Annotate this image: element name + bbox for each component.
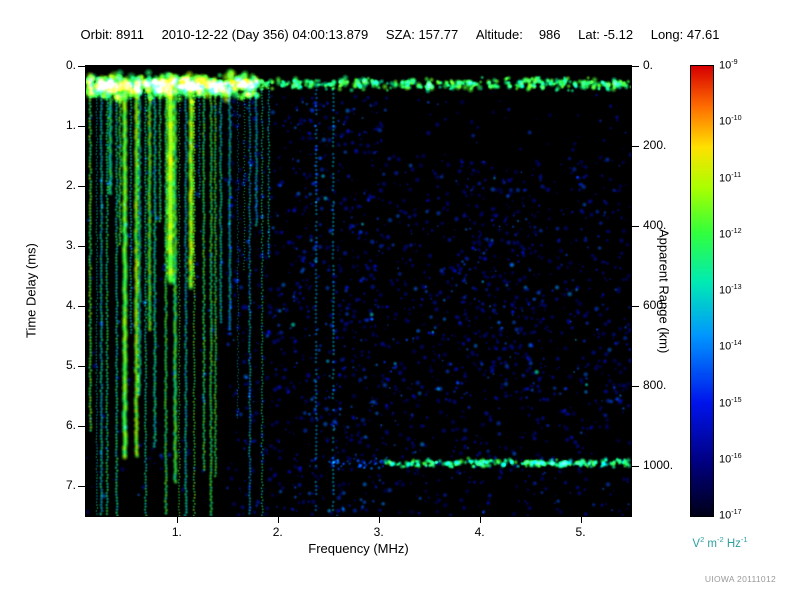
colorbar-tick-label: 10-17 <box>719 508 742 522</box>
y-tick-mark <box>78 246 85 247</box>
long-value: 47.61 <box>686 27 720 42</box>
range-tick-label: 400. <box>643 218 667 232</box>
y-tick-mark <box>78 306 85 307</box>
x-tick-label: 4. <box>474 525 485 539</box>
colorbar-canvas <box>691 66 713 516</box>
long-label: Long: <box>650 27 684 42</box>
x-axis-label: Frequency (MHz) <box>308 541 409 556</box>
colorbar-tick-label: 10-12 <box>719 226 742 241</box>
spectrogram-canvas <box>86 66 631 516</box>
colorbar <box>690 65 714 517</box>
colorbar-tick-label: 10-10 <box>719 114 742 128</box>
header-long-group: Long: 47.61 <box>651 27 720 42</box>
colorbar-tick-label: 10-14 <box>719 339 742 353</box>
range-tick-mark <box>632 466 639 467</box>
header-lat-group: Lat: -5.12 <box>578 27 633 42</box>
colorbar-tick-label: 10-16 <box>719 451 742 466</box>
y-tick-mark <box>78 366 85 367</box>
range-tick-mark <box>632 146 639 147</box>
y-tick-label: 2. <box>65 178 76 192</box>
range-tick-mark <box>632 66 639 67</box>
sza-label: SZA: <box>385 27 415 42</box>
lat-value: -5.12 <box>603 27 634 42</box>
sza-value: 157.77 <box>418 27 459 42</box>
range-tick-label: 1000. <box>643 458 674 472</box>
header-orbit-group: Orbit: 8911 <box>81 27 144 42</box>
range-tick-mark <box>632 386 639 387</box>
colorbar-tick-label: 10-11 <box>719 170 742 185</box>
y-tick-label: 7. <box>65 478 76 492</box>
y-tick-mark <box>78 126 85 127</box>
header-datetime: 2010-12-22 (Day 356) 04:00:13.879 <box>161 27 369 42</box>
credit-text: UIOWA 20111012 <box>704 574 776 584</box>
right-axis-label: Apparent Range (km) <box>656 228 672 354</box>
y-tick-label: 6. <box>65 418 76 432</box>
y-tick-label: 5. <box>65 358 76 372</box>
orbit-value: 8911 <box>115 27 144 42</box>
range-tick-mark <box>632 306 639 307</box>
colorbar-tick-label: 10-13 <box>719 283 742 297</box>
y-tick-label: 1. <box>65 118 76 132</box>
y-tick-label: 0. <box>65 58 76 72</box>
x-tick-label: 3. <box>373 525 384 539</box>
x-tick-mark <box>479 517 481 523</box>
spectrogram-plot <box>85 65 632 517</box>
y-tick-mark <box>78 66 85 67</box>
x-tick-mark <box>580 517 582 523</box>
x-tick-label: 2. <box>272 525 283 539</box>
range-tick-label: 800. <box>643 378 667 392</box>
altitude-label: Altitude: <box>475 27 523 42</box>
x-tick-label: 5. <box>575 525 586 539</box>
x-tick-mark <box>378 517 380 523</box>
range-tick-label: 0. <box>643 58 654 72</box>
range-tick-label: 200. <box>643 138 667 152</box>
x-tick-mark <box>176 517 178 523</box>
lat-label: Lat: <box>578 27 600 42</box>
altitude-value: 986 <box>538 27 561 42</box>
colorbar-tick-label: 10-15 <box>719 395 742 410</box>
y-tick-label: 4. <box>65 298 76 312</box>
x-tick-mark <box>277 517 279 523</box>
header-altitude-group: Altitude: 986 <box>476 27 561 42</box>
y-axis-label: Time Delay (ms) <box>23 243 39 339</box>
header-sza-group: SZA: 157.77 <box>386 27 458 42</box>
y-tick-mark <box>78 426 85 427</box>
colorbar-tick-label: 10-9 <box>719 58 738 72</box>
orbit-label: Orbit: <box>80 27 113 42</box>
x-tick-label: 1. <box>171 525 182 539</box>
colorbar-unit-label: V2 m-2 Hz-1 <box>692 535 748 550</box>
y-tick-mark <box>78 186 85 187</box>
range-tick-mark <box>632 226 639 227</box>
y-tick-mark <box>78 486 85 487</box>
y-tick-label: 3. <box>65 238 76 252</box>
header-info: Orbit: 8911 2010-12-22 (Day 356) 04:00:1… <box>0 27 800 42</box>
range-tick-label: 600. <box>643 298 667 312</box>
